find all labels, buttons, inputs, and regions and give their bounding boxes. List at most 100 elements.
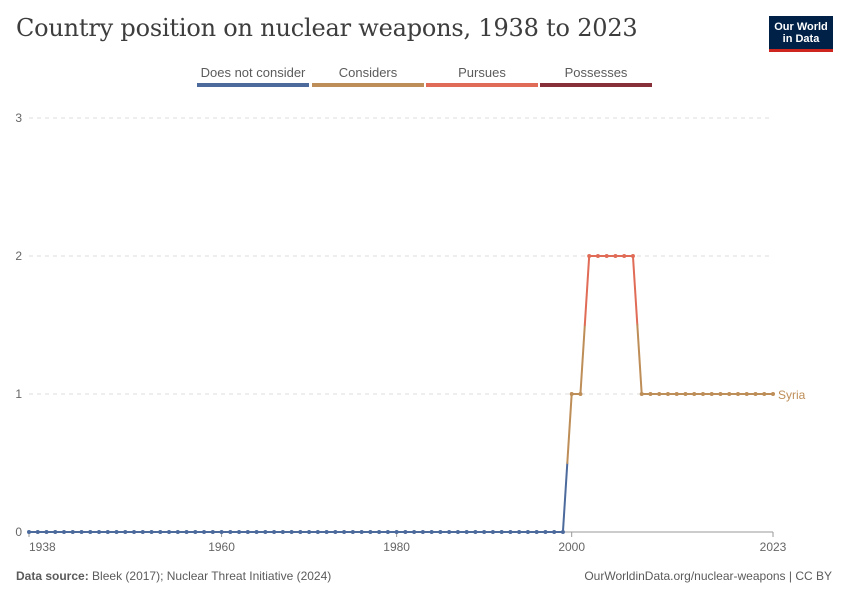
data-point [718, 392, 723, 396]
data-point [622, 254, 627, 258]
series-line-segment [583, 255, 591, 326]
data-point [587, 254, 592, 258]
data-point [272, 530, 277, 534]
logo-line-1: Our World [774, 21, 828, 33]
legend-label: Pursues [458, 65, 506, 80]
data-point [140, 530, 145, 534]
y-tick-label: 2 [15, 249, 22, 263]
data-point [762, 392, 767, 396]
x-tick-label: 2000 [558, 540, 585, 554]
data-point [412, 530, 417, 534]
data-point [175, 530, 180, 534]
data-point [350, 530, 355, 534]
series-line-segment [561, 462, 569, 533]
data-point [132, 530, 137, 534]
legend-label: Does not consider [200, 65, 306, 80]
data-point [771, 392, 775, 396]
data-point [394, 530, 399, 534]
data-point [245, 530, 250, 534]
data-point [674, 392, 679, 396]
data-point [753, 392, 758, 396]
data-point [184, 530, 189, 534]
legend-swatch [426, 83, 538, 87]
data-point [79, 530, 84, 534]
data-point [683, 392, 688, 396]
legend-swatch [197, 83, 309, 87]
data-point [499, 530, 504, 534]
legend: Does not consider Considers Pursues Poss… [197, 63, 654, 89]
legend-item-does-not-consider[interactable]: Does not consider [197, 63, 309, 89]
data-point [385, 530, 390, 534]
data-point [657, 392, 662, 396]
data-point [219, 530, 224, 534]
legend-swatch [540, 83, 652, 87]
data-point [727, 392, 732, 396]
data-point [552, 530, 557, 534]
y-tick-label: 3 [15, 111, 22, 125]
x-tick-label: 1980 [383, 540, 410, 554]
data-point [158, 530, 163, 534]
data-point [70, 530, 75, 534]
data-point [62, 530, 67, 534]
data-point [447, 530, 452, 534]
data-point [517, 530, 522, 534]
data-point [27, 530, 31, 534]
series-line-segment [579, 324, 586, 395]
data-point [630, 254, 635, 258]
series-line-segment [631, 255, 639, 326]
data-point [298, 530, 303, 534]
legend-item-considers[interactable]: Considers [312, 63, 424, 89]
data-point [105, 530, 110, 534]
series-label: Syria [778, 388, 806, 402]
series-line-segment [636, 324, 643, 395]
legend-label: Possesses [564, 65, 628, 80]
data-point [525, 530, 530, 534]
data-source: Data source: Bleek (2017); Nuclear Threa… [16, 569, 331, 583]
data-point [613, 254, 618, 258]
data-point [455, 530, 460, 534]
data-point [202, 530, 207, 534]
legend-swatch [312, 83, 424, 87]
owid-logo[interactable]: Our World in Data [769, 16, 833, 52]
data-point [324, 530, 329, 534]
data-point [560, 530, 565, 534]
data-point [44, 530, 49, 534]
source-url-link[interactable]: OurWorldinData.org/nuclear-weapons | CC … [584, 569, 832, 583]
logo-line-2: in Data [782, 33, 820, 45]
data-point [237, 530, 242, 534]
data-point [639, 392, 644, 396]
data-point [53, 530, 58, 534]
data-point [114, 530, 119, 534]
y-tick-label: 0 [15, 525, 22, 539]
data-point [193, 530, 198, 534]
data-point [569, 392, 574, 396]
data-point [744, 392, 749, 396]
data-point [368, 530, 373, 534]
data-point [359, 530, 364, 534]
data-point [482, 530, 487, 534]
data-point [149, 530, 154, 534]
data-point [464, 530, 469, 534]
x-tick-label: 1938 [29, 540, 56, 554]
data-point [438, 530, 443, 534]
data-point [210, 530, 215, 534]
data-point [97, 530, 102, 534]
data-point [333, 530, 338, 534]
y-tick-label: 1 [15, 387, 22, 401]
data-point [692, 392, 697, 396]
data-point [700, 392, 705, 396]
data-source-text: Bleek (2017); Nuclear Threat Initiative … [92, 569, 332, 583]
data-point [735, 392, 740, 396]
legend-item-possesses[interactable]: Possesses [540, 63, 652, 89]
data-point [595, 254, 600, 258]
data-point [429, 530, 434, 534]
legend-item-pursues[interactable]: Pursues [426, 63, 538, 89]
data-point [289, 530, 294, 534]
data-point [578, 392, 583, 396]
data-point [534, 530, 539, 534]
data-point [543, 530, 548, 534]
series-line-segment [566, 393, 573, 464]
data-point [280, 530, 285, 534]
x-tick-label: 2023 [760, 540, 787, 554]
data-point [123, 530, 128, 534]
